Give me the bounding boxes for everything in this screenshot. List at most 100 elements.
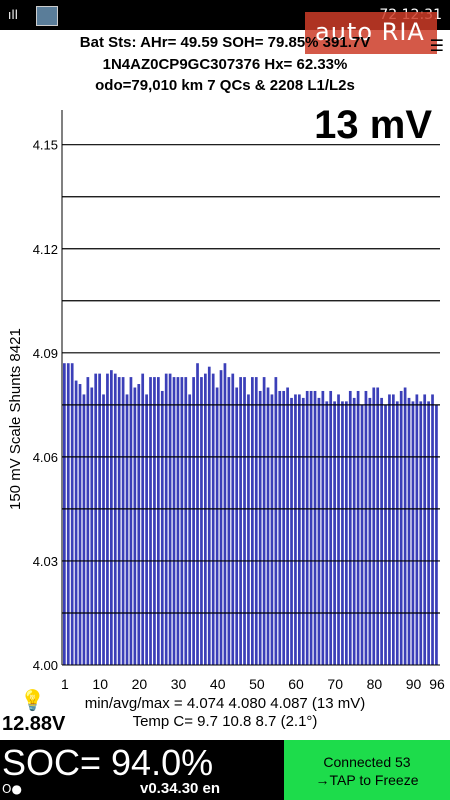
cell-bar-15 <box>117 377 121 665</box>
y-axis-label: 150 mV Scale Shunts 8421 <box>7 328 24 510</box>
cell-bar-90 <box>411 401 415 665</box>
cell-bar-40 <box>215 387 219 665</box>
x-tick-label-8: 80 <box>367 676 383 692</box>
chart-gridlines <box>62 144 440 614</box>
cell-bar-68 <box>325 401 329 665</box>
freeze-hint: →TAP to Freeze <box>315 772 419 788</box>
cell-bar-88 <box>403 387 407 665</box>
cell-bar-96 <box>435 404 438 665</box>
y-tick-label-3: 4.06 <box>33 450 58 465</box>
cell-bar-71 <box>337 394 340 665</box>
cell-bar-69 <box>329 390 333 665</box>
cell-bar-21 <box>141 373 145 665</box>
cell-bar-89 <box>407 397 411 665</box>
freeze-button[interactable]: Connected 53 →TAP to Freeze <box>284 740 450 800</box>
cell-bar-1 <box>63 363 66 665</box>
x-tick-label-10: 96 <box>429 676 445 692</box>
cell-bar-16 <box>121 377 125 665</box>
lightbulb-icon[interactable]: 💡 <box>20 688 45 712</box>
cell-bar-38 <box>207 366 211 665</box>
cell-bar-37 <box>204 373 207 665</box>
signal-icon: ıll <box>8 8 19 22</box>
cell-bar-76 <box>356 390 360 665</box>
chart-x-ticks: 1 10 20 30 40 50 60 70 80 90 96 <box>61 676 445 692</box>
cell-bar-12 <box>106 373 109 665</box>
cell-bar-75 <box>352 397 356 665</box>
y-tick-label-2: 4.09 <box>33 346 58 361</box>
cell-bar-92 <box>419 401 423 665</box>
cell-bar-28 <box>168 373 172 665</box>
soc-value: SOC= 94.0% <box>2 742 214 783</box>
bottom-bar: SOC= 94.0% O● v0.34.30 en Connected 53 →… <box>0 740 450 800</box>
cell-bar-87 <box>399 390 403 665</box>
cell-bar-20 <box>137 384 141 665</box>
cell-bar-32 <box>184 377 188 665</box>
battery-status-line: Bat Sts: AHr= 49.59 SOH= 79.85% 391.7V <box>79 34 371 51</box>
cell-bar-45 <box>235 387 239 665</box>
chart-bars <box>63 363 438 665</box>
cell-bar-9 <box>94 373 98 665</box>
overflow-menu-icon[interactable]: ☰ <box>429 36 444 55</box>
x-tick-label-9: 90 <box>406 676 422 692</box>
y-tick-label-5: 4.00 <box>33 658 58 673</box>
cell-bar-11 <box>102 394 105 665</box>
cell-bar-6 <box>82 394 86 665</box>
cell-bar-36 <box>200 377 203 665</box>
cell-bar-79 <box>368 397 372 665</box>
cell-bar-14 <box>113 373 117 665</box>
cell-bar-33 <box>188 394 192 665</box>
cell-voltage-chart[interactable]: 4.15 4.12 4.09 4.06 4.03 4.00 1 10 20 30 40 50 60 70… <box>0 90 450 702</box>
cell-bar-91 <box>415 394 419 665</box>
connection-status: Connected 53 <box>323 754 411 770</box>
cell-bar-34 <box>192 377 195 665</box>
x-tick-label-0: 1 <box>61 676 69 692</box>
cell-bar-54 <box>270 394 274 665</box>
cell-bar-74 <box>348 390 352 665</box>
cell-bar-94 <box>427 401 430 665</box>
cell-bar-70 <box>333 401 336 665</box>
x-tick-label-6: 60 <box>288 676 304 692</box>
watermark: auto RIA <box>305 12 437 54</box>
cell-bar-95 <box>431 394 434 665</box>
cell-bar-59 <box>290 397 293 665</box>
cell-bar-86 <box>395 401 399 665</box>
cell-bar-93 <box>423 394 427 665</box>
odometer-line: odo=79,010 km 7 QCs & 2208 L1/L2s <box>95 77 355 94</box>
cell-bar-64 <box>309 390 313 665</box>
cell-bar-39 <box>211 373 215 665</box>
cell-bar-41 <box>219 370 223 665</box>
cell-bar-13 <box>110 370 113 665</box>
vin-line: 1N4AZ0CP9GC307376 Hx= 62.33% <box>102 56 348 73</box>
x-tick-label-1: 10 <box>92 676 108 692</box>
cell-bar-51 <box>258 390 262 665</box>
cell-bar-55 <box>274 377 278 665</box>
x-tick-label-3: 30 <box>171 676 187 692</box>
cell-bar-84 <box>388 394 391 665</box>
cell-bar-2 <box>66 363 70 665</box>
y-tick-label-0: 4.15 <box>33 138 58 153</box>
cell-bar-80 <box>372 387 376 665</box>
x-tick-label-7: 70 <box>327 676 343 692</box>
cell-bar-3 <box>70 363 74 665</box>
app-version: v0.34.30 en <box>140 780 221 797</box>
cell-bar-50 <box>254 377 258 665</box>
cell-bar-18 <box>129 377 133 665</box>
cell-bar-72 <box>341 401 344 665</box>
cell-bar-42 <box>223 363 227 665</box>
cell-bar-53 <box>266 387 270 665</box>
cell-bar-52 <box>262 377 266 665</box>
cell-bar-82 <box>380 397 383 665</box>
cell-bar-60 <box>294 394 297 665</box>
cell-bar-25 <box>157 377 160 665</box>
cell-bar-77 <box>360 404 364 665</box>
delta-mv-label: 13 mV <box>314 103 432 147</box>
y-tick-label-4: 4.03 <box>33 554 58 569</box>
notification-thumbnail-icon <box>36 6 58 26</box>
cell-bar-63 <box>305 390 309 665</box>
mode-indicator: O● <box>2 782 22 796</box>
cell-bar-26 <box>160 390 164 665</box>
cell-bar-67 <box>321 390 325 665</box>
cell-bar-7 <box>86 377 90 665</box>
cell-bar-31 <box>180 377 184 665</box>
cell-bar-30 <box>176 377 180 665</box>
